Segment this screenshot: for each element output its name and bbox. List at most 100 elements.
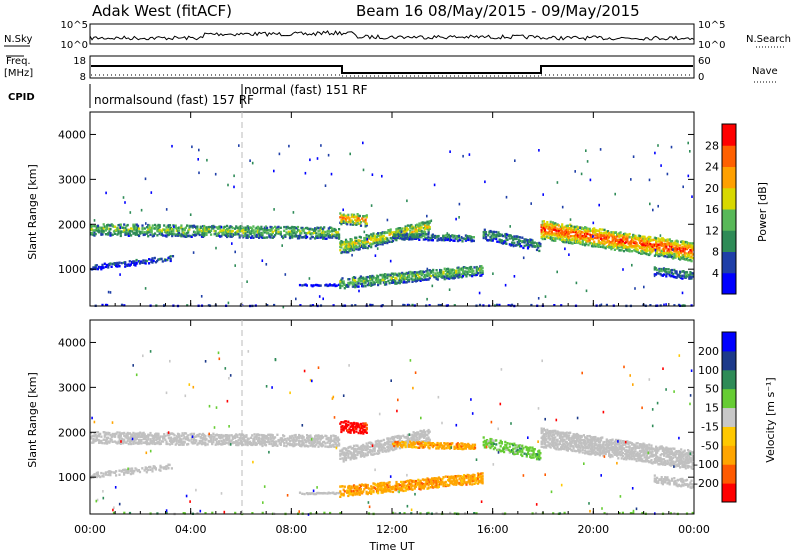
velocity-cell (143, 437, 146, 440)
velocity-cell (212, 439, 215, 442)
velocity-cell (275, 442, 278, 446)
power-cell (223, 225, 226, 229)
power-cell (271, 226, 274, 230)
power-cell (674, 240, 677, 243)
power-sparse-cell (687, 141, 689, 145)
velocity-cell (406, 438, 409, 441)
power-cell (147, 223, 150, 227)
velocity-cell (285, 441, 288, 444)
power-sparse-cell (657, 204, 659, 208)
power-cell (439, 237, 442, 240)
power-cell (670, 274, 674, 277)
power-cell (372, 240, 375, 243)
power-cell (359, 221, 363, 224)
velocity-cell (398, 441, 401, 445)
velocity-cell (414, 479, 418, 483)
power-cell (408, 303, 411, 307)
power-cell (626, 237, 629, 240)
power-cell (622, 238, 626, 241)
power-cell (285, 231, 288, 234)
power-cell (186, 304, 189, 307)
velocity-cell (406, 483, 410, 486)
power-sparse-cell (556, 270, 558, 274)
power-cell (666, 252, 669, 256)
power-cell (389, 278, 392, 281)
power-cell (141, 231, 144, 234)
power-cell (443, 277, 446, 281)
velocity-cell (390, 487, 393, 491)
power-cell (360, 244, 364, 247)
power-cell (395, 228, 398, 231)
power-cell (385, 240, 388, 244)
power-cell (566, 239, 569, 242)
power-cell (397, 231, 400, 234)
power-cell (377, 275, 380, 278)
power-cell (127, 228, 130, 231)
velocity-cell (365, 490, 368, 494)
velocity-cell (355, 486, 358, 490)
power-sparse-cell (386, 218, 389, 222)
power-cell (195, 225, 198, 229)
power-cell (130, 227, 133, 230)
power-cell (102, 229, 105, 233)
power-cell (688, 253, 691, 257)
power-cell (358, 242, 361, 246)
power-cell (138, 227, 141, 230)
power-cell (360, 240, 364, 243)
power-cell (355, 283, 358, 287)
nave-tick-high: 60 (698, 56, 711, 67)
velocity-cell (372, 447, 375, 451)
velocity-cell (164, 434, 167, 438)
power-y-tick-label: 1000 (58, 263, 86, 276)
velocity-cell (247, 441, 250, 444)
power-cell (468, 274, 471, 277)
power-cell (124, 261, 127, 264)
velocity-cell (342, 492, 345, 496)
power-cell (656, 251, 659, 255)
velocity-cell (428, 430, 431, 433)
power-cell (340, 222, 343, 226)
velocity-cell (98, 435, 101, 438)
power-cell (148, 258, 151, 261)
power-cell (612, 245, 615, 249)
power-cell (125, 229, 128, 233)
power-cell (629, 240, 632, 243)
velocity-cell (365, 492, 368, 495)
power-cell (334, 284, 337, 288)
power-cell (629, 242, 632, 245)
power-cell (180, 226, 183, 229)
velocity-cell (132, 431, 135, 435)
velocity-cell (155, 438, 158, 442)
power-cell (253, 233, 256, 236)
velocity-cell (342, 488, 345, 491)
power-cell (372, 281, 375, 284)
velocity-cell (426, 437, 429, 441)
velocity-cell (325, 437, 328, 441)
velocity-cell (228, 436, 231, 439)
power-cell (180, 224, 183, 227)
power-cell (420, 274, 423, 277)
velocity-cell (413, 442, 416, 445)
power-cell (632, 233, 635, 237)
power-cell (675, 272, 678, 275)
power-cell (398, 274, 401, 277)
power-cell (628, 250, 631, 253)
velocity-cell (452, 483, 455, 486)
velocity-cell (171, 441, 174, 444)
velocity-cell (380, 448, 383, 451)
velocity-cell (462, 447, 465, 451)
power-cell (169, 258, 172, 261)
power-cell (543, 233, 547, 236)
power-cell (589, 235, 592, 239)
velocity-cell (473, 446, 477, 449)
velocity-cell (229, 441, 232, 444)
power-sparse-cell (389, 259, 392, 263)
velocity-cell (456, 480, 459, 484)
power-cell (190, 235, 193, 238)
power-cell (160, 257, 163, 261)
velocity-cell (157, 441, 160, 444)
velocity-cell (436, 441, 439, 445)
power-cell (293, 235, 296, 238)
power-cell (674, 256, 677, 259)
